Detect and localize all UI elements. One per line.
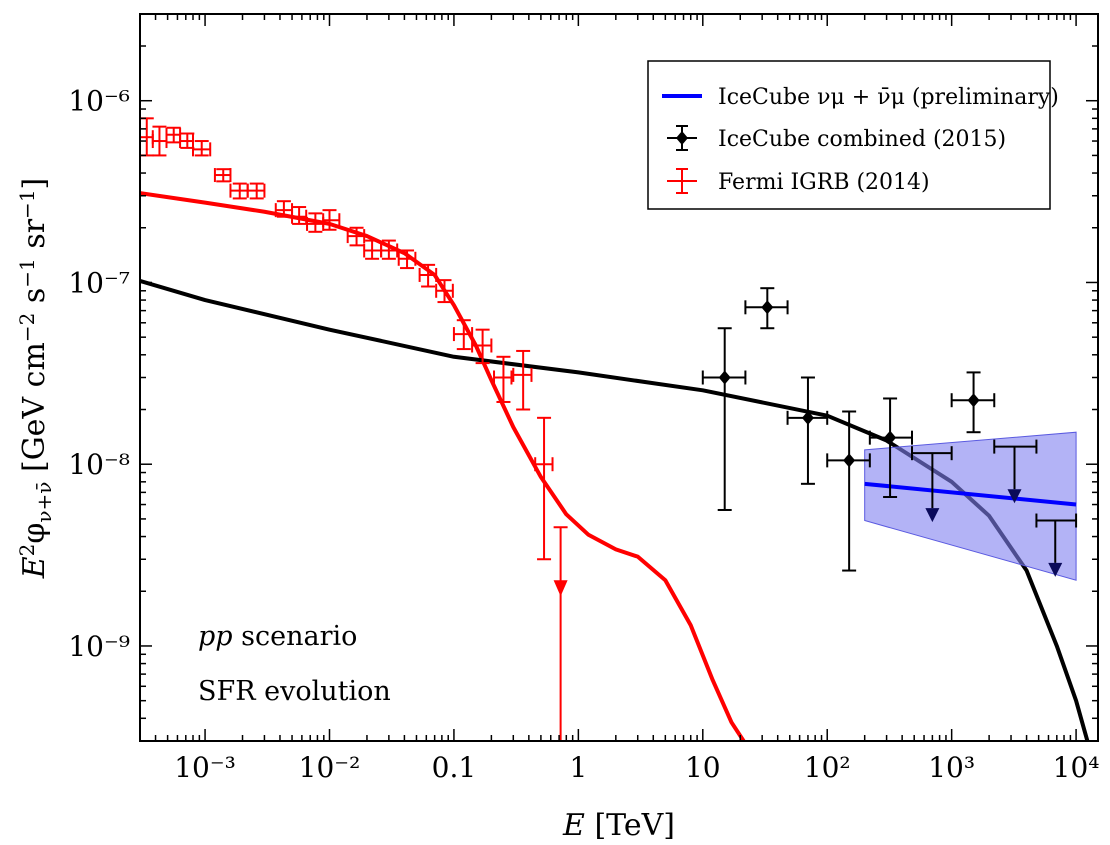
icecube-point-0 [701, 327, 747, 511]
upper-limit-arrow [925, 508, 940, 523]
fermi-point-3 [179, 132, 195, 149]
fermi-point-19 [471, 328, 493, 365]
diamond-marker [843, 453, 856, 468]
plot-clipped-group [140, 117, 1090, 741]
legend-label-icecube-combined: IceCube combined (2015) [718, 127, 1006, 152]
icecube-point-5 [950, 371, 996, 434]
y-axis-label: E2φν+ν̄ [GeV cm−2 s−1 sr−1] [15, 178, 56, 580]
diamond-marker [884, 430, 897, 445]
diamond-marker [801, 410, 814, 425]
icecube-point-1 [744, 287, 789, 330]
curve-1 [140, 278, 1090, 741]
x-tick-label-3: 1 [569, 751, 587, 784]
annotation-pp: pp [198, 621, 233, 652]
upper-limit-arrow [553, 580, 568, 597]
icecube-point-4 [868, 397, 913, 499]
icecube-point-2 [786, 376, 829, 485]
fermi-point-22 [534, 416, 554, 561]
annotation-scenario-word: scenario [233, 621, 358, 652]
diamond-marker [761, 300, 774, 315]
icecube-numu-line [864, 481, 1077, 507]
diamond-marker [718, 370, 731, 385]
fermi-point-18 [452, 319, 474, 351]
curve-0 [140, 191, 747, 741]
x-tick-label-7: 10⁴ [1053, 751, 1100, 784]
fermi-point-5 [213, 168, 232, 183]
y-tick-label-0: 10⁻⁹ [68, 630, 130, 663]
fermi-point-7 [246, 182, 266, 200]
upper-limit-arrow [1007, 489, 1022, 504]
axis-ticks: 10⁻³ 10⁻² 0.1 1 10 10² 10³ 10⁴ 10⁻⁹ 10⁻⁸ 10⁻⁷ 10⁻⁶ [68, 13, 1100, 784]
icecube-point-6 [910, 446, 953, 523]
x-axis-label: E [TeV] [562, 808, 675, 843]
y-tick-label-1: 10⁻⁸ [68, 448, 130, 481]
legend-swatch-icecube-combined [667, 125, 697, 151]
fermi-point-14 [380, 239, 399, 260]
icecube-point-7 [993, 439, 1038, 504]
legend-label-fermi-igrb: Fermi IGRB (2014) [718, 170, 930, 195]
y-tick-label-2: 10⁻⁷ [68, 266, 130, 299]
fermi-point-12 [346, 226, 366, 247]
x-tick-label-0: 10⁻³ [174, 751, 236, 784]
legend-swatch-fermi-igrb [667, 168, 697, 194]
fermi-point-17 [435, 279, 454, 304]
fermi-point-15 [397, 249, 417, 270]
annotation-sfr: SFR evolution [198, 676, 391, 707]
fermi-point-11 [322, 209, 341, 231]
x-tick-label-1: 10⁻² [299, 751, 361, 784]
fermi-point-16 [418, 263, 438, 288]
icecube-point-3 [826, 410, 871, 572]
legend-label-icecube-numu: IceCube νμ + ν̄μ (preliminary) [718, 85, 1059, 110]
fermi-point-4 [192, 140, 212, 157]
fermi-point-23 [553, 526, 568, 741]
icecube-band [864, 431, 1077, 581]
diamond-marker [967, 393, 980, 408]
y-tick-label-3: 10⁻⁶ [68, 85, 130, 118]
x-tick-label-5: 10² [804, 751, 851, 784]
x-tick-label-6: 10³ [928, 751, 975, 784]
icecube-point-8 [1035, 513, 1078, 577]
fermi-point-21 [512, 349, 533, 411]
x-tick-label-2: 0.1 [432, 751, 477, 784]
legend: IceCube νμ + ν̄μ (preliminary) IceCube c… [647, 60, 1059, 210]
x-tick-label-4: 10 [685, 751, 721, 784]
legend-box [647, 60, 1051, 210]
fermi-point-20 [493, 355, 513, 403]
upper-limit-arrow [1048, 562, 1063, 577]
annotation-scenario: pp scenario [198, 621, 357, 652]
plot-area [140, 117, 1090, 741]
